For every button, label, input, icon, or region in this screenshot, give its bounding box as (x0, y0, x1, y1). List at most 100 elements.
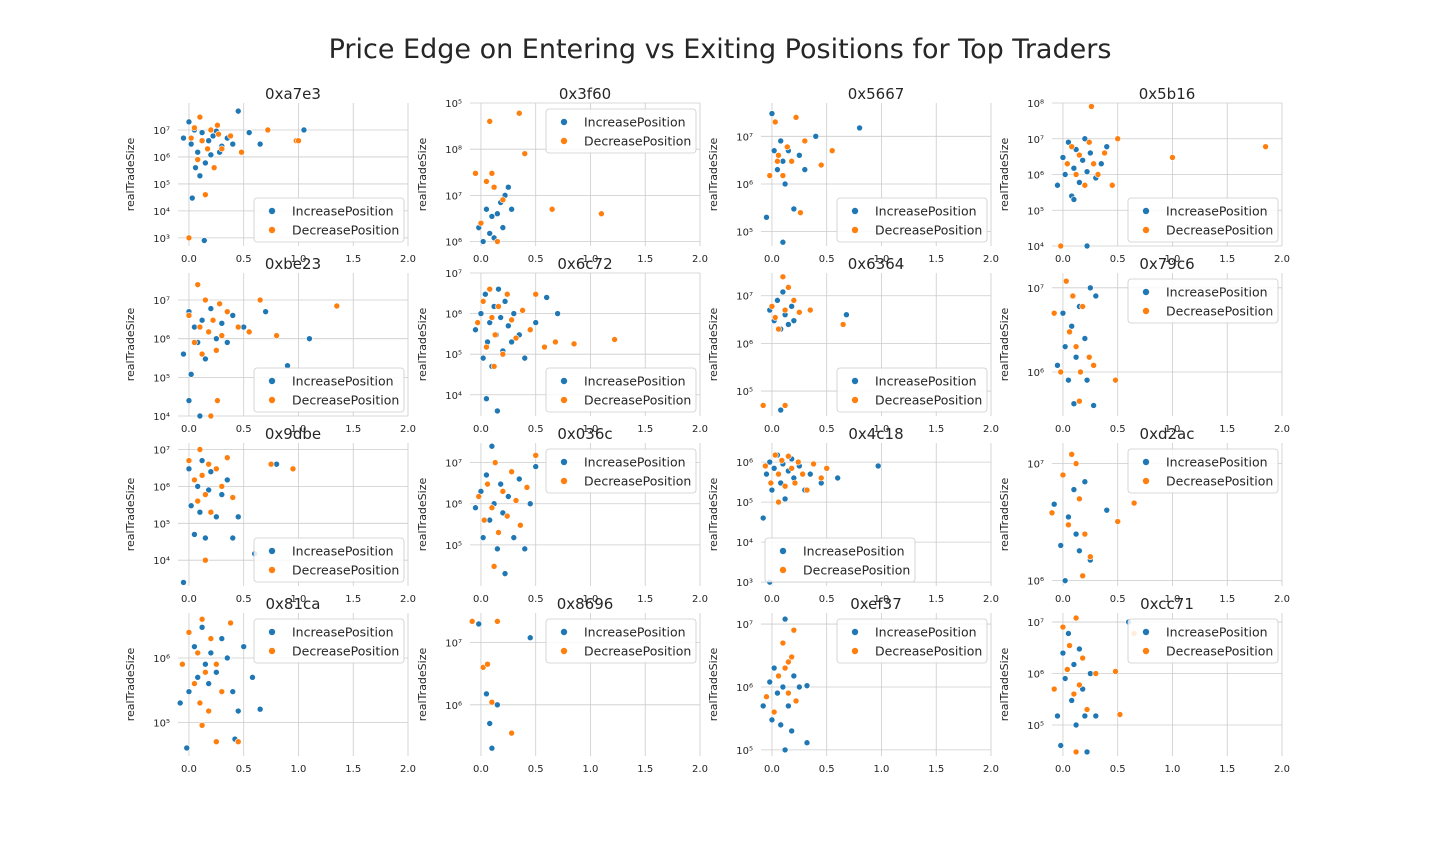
legend: IncreasePosition DecreasePosition (545, 367, 697, 413)
y-tick-label: 10⁷ (736, 292, 753, 303)
subplot-title: 0xef37 (850, 595, 902, 613)
x-tick-label: 1.5 (928, 254, 944, 265)
subplot-title: 0x4c18 (848, 425, 903, 443)
y-tick-label: 10⁸ (445, 145, 462, 156)
data-point (1083, 376, 1091, 384)
x-tick-label: 0.5 (528, 254, 544, 265)
y-axis-label: realTradeSize (707, 138, 720, 212)
data-point (185, 629, 193, 636)
data-point (223, 454, 231, 461)
data-point (183, 744, 191, 752)
data-point (1076, 645, 1083, 653)
subplot-0x6364: 0.0 0.5 1.0 1.5 2.0 10⁵ 10⁶ 10⁷ realTradeSize 0x6… (707, 255, 999, 435)
data-point (483, 395, 490, 403)
data-point (194, 674, 202, 681)
legend-marker (1142, 307, 1150, 315)
y-tick-label: 10⁴ (1027, 242, 1044, 253)
data-point (1262, 143, 1269, 150)
x-tick-label: 2.0 (1274, 764, 1290, 775)
data-point (202, 556, 209, 564)
data-point (227, 132, 234, 140)
y-tick-label: 10⁵ (445, 99, 462, 110)
data-point (515, 109, 523, 117)
data-point (768, 303, 776, 310)
data-point (1079, 572, 1086, 580)
data-point (180, 350, 187, 358)
y-tick-label: 10⁵ (736, 746, 753, 757)
subplot-title: 0x3f60 (559, 85, 611, 103)
legend-label: DecreasePosition (292, 644, 399, 659)
subplot-0xef37: 0.0 0.5 1.0 1.5 2.0 10⁵ 10⁶ 10⁷ realTradeSize 0xe… (707, 595, 999, 775)
x-tick-label: 1.5 (1219, 594, 1235, 605)
data-point (468, 618, 476, 625)
data-point (238, 148, 245, 156)
x-tick-label: 2.0 (983, 764, 999, 775)
legend-box (1127, 618, 1279, 664)
x-tick-label: 1.5 (1219, 254, 1235, 265)
data-point (202, 296, 209, 304)
data-point (1070, 661, 1078, 668)
x-tick-label: 0.5 (819, 594, 835, 605)
data-point (828, 147, 836, 154)
data-point (198, 471, 206, 479)
y-tick-label: 10⁷ (445, 191, 462, 202)
data-point (479, 354, 487, 362)
data-point (207, 635, 215, 642)
x-tick-label: 2.0 (692, 254, 708, 265)
data-point (229, 688, 237, 695)
data-point (196, 323, 204, 331)
data-point (1083, 748, 1091, 756)
data-point (1087, 553, 1094, 561)
data-point (256, 296, 264, 304)
data-point (1112, 668, 1119, 675)
data-point (1066, 642, 1073, 649)
legend-marker (851, 377, 859, 385)
x-tick-label: 0.0 (1055, 424, 1071, 435)
data-point (1061, 675, 1069, 682)
legend-marker (1142, 477, 1150, 485)
legend: IncreasePosition DecreasePosition (253, 537, 405, 583)
data-point (497, 480, 504, 488)
data-point (775, 498, 782, 506)
data-point (532, 452, 540, 459)
legend-marker (560, 628, 568, 636)
y-tick-label: 10⁵ (736, 228, 753, 239)
data-point (1057, 742, 1065, 749)
data-point (185, 688, 193, 695)
data-point (791, 479, 799, 487)
data-point (494, 238, 501, 245)
data-point (770, 464, 778, 472)
data-point (770, 147, 778, 154)
data-point (213, 668, 220, 676)
data-point (1061, 171, 1069, 178)
data-point (1083, 706, 1091, 713)
data-point (187, 134, 195, 142)
x-tick-label: 0.5 (528, 764, 544, 775)
data-point (1072, 343, 1080, 350)
data-point (214, 397, 221, 404)
data-point (1059, 471, 1067, 479)
data-point (1076, 397, 1083, 405)
data-point (796, 683, 803, 691)
data-point (1077, 368, 1084, 376)
data-point (1064, 160, 1071, 168)
data-point (185, 465, 193, 473)
legend-marker (1142, 226, 1150, 234)
data-point (486, 230, 494, 237)
legend-label: DecreasePosition (292, 563, 399, 578)
data-point (494, 545, 501, 553)
legend: IncreasePosition DecreasePosition (1127, 448, 1279, 494)
legend-marker (851, 647, 859, 655)
data-point (779, 639, 787, 647)
data-point (1070, 196, 1078, 203)
data-point (1085, 138, 1093, 146)
data-point (494, 210, 501, 218)
legend-label: IncreasePosition (875, 625, 977, 640)
legend-label: DecreasePosition (292, 393, 399, 408)
data-point (245, 328, 253, 336)
data-point (240, 643, 248, 650)
data-point (1070, 690, 1078, 698)
data-point (194, 649, 202, 657)
y-tick-label: 10⁶ (736, 458, 753, 469)
data-point (218, 332, 226, 339)
